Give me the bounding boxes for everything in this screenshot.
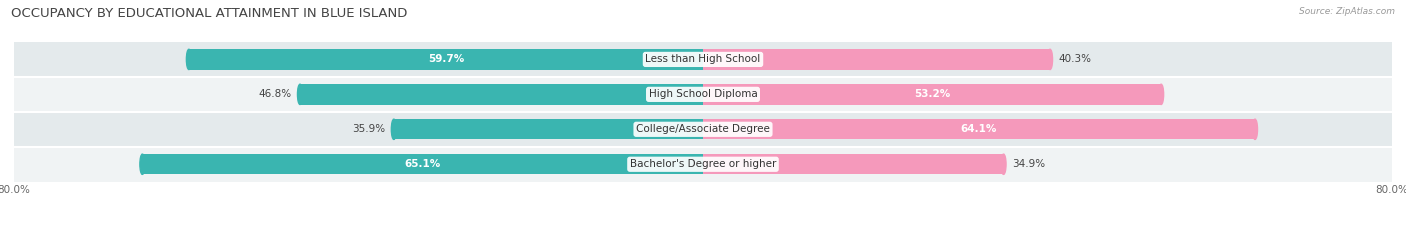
Text: OCCUPANCY BY EDUCATIONAL ATTAINMENT IN BLUE ISLAND: OCCUPANCY BY EDUCATIONAL ATTAINMENT IN B… [11, 7, 408, 20]
Bar [394, 119, 703, 139]
Bar [14, 42, 1392, 77]
Text: College/Associate Degree: College/Associate Degree [636, 124, 770, 134]
Bar [14, 77, 1392, 112]
Text: 40.3%: 40.3% [1059, 55, 1091, 64]
Bar [703, 154, 1004, 174]
Circle shape [391, 119, 396, 139]
Bar [703, 49, 1050, 69]
Text: 46.8%: 46.8% [259, 89, 291, 99]
Bar [14, 112, 1392, 147]
Text: 34.9%: 34.9% [1012, 159, 1045, 169]
Text: Source: ZipAtlas.com: Source: ZipAtlas.com [1299, 7, 1395, 16]
Text: 64.1%: 64.1% [960, 124, 997, 134]
Text: 59.7%: 59.7% [427, 55, 464, 64]
Bar [703, 84, 1161, 105]
Bar [188, 49, 703, 69]
Text: 53.2%: 53.2% [914, 89, 950, 99]
Text: 35.9%: 35.9% [352, 124, 385, 134]
Bar [299, 84, 703, 105]
Circle shape [298, 84, 302, 105]
Bar [14, 147, 1392, 182]
Circle shape [187, 49, 191, 70]
Text: Less than High School: Less than High School [645, 55, 761, 64]
Text: Bachelor's Degree or higher: Bachelor's Degree or higher [630, 159, 776, 169]
Circle shape [139, 154, 145, 174]
Text: 65.1%: 65.1% [405, 159, 441, 169]
Text: High School Diploma: High School Diploma [648, 89, 758, 99]
Circle shape [1253, 119, 1257, 139]
Bar [142, 154, 703, 174]
Circle shape [1047, 49, 1053, 70]
Circle shape [1159, 84, 1164, 105]
Bar [703, 119, 1256, 139]
Circle shape [1001, 154, 1007, 174]
